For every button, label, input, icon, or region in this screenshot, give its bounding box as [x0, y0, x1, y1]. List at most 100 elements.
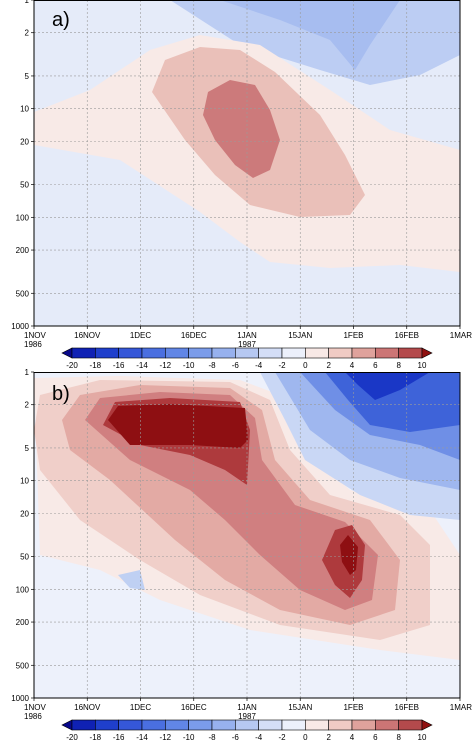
colorbar-label: 6	[373, 361, 378, 370]
colorbar-swatch	[235, 347, 259, 359]
colorbar-label: -12	[160, 733, 172, 742]
panel-b-ytick-label: 1	[25, 368, 30, 377]
panel-a-xtick-label: 16DEC	[181, 331, 207, 340]
colorbar-label: -12	[160, 361, 172, 370]
colorbar-label: 0	[303, 361, 308, 370]
colorbar-b: -20 -18 -16 -14 -12 -10 -8 -6 -4 -2 0 2 4 6 8 10	[61, 719, 433, 742]
panel-b-label: b)	[52, 383, 70, 405]
colorbar-label: -20	[66, 733, 78, 742]
colorbar-swatch	[141, 347, 166, 359]
panel-a-xtick-label: 1DEC	[130, 331, 152, 340]
panel-b-pos10-region	[108, 404, 358, 575]
panel-b-xtick-label: 1JAN	[237, 703, 257, 712]
panel-a-ytick-label: 1	[25, 0, 30, 5]
colorbar-swatch	[95, 719, 119, 731]
colorbar-swatch	[118, 719, 143, 731]
colorbar-swatch	[61, 719, 73, 731]
panel-b-year-label: 1986	[24, 712, 42, 721]
panel-b-neg16-region	[345, 372, 430, 400]
colorbar-label: -8	[208, 361, 216, 370]
panel-a-ytick-label: 10	[20, 105, 29, 114]
colorbar-label: 4	[350, 733, 355, 742]
panel-a-xtick-label: 1FEB	[343, 331, 363, 340]
colorbars-layer: -20 -18 -16 -14 -12 -10 -8 -6 -4 -2 0 2 4 6 8 10-20 -18-…	[61, 347, 433, 742]
colorbar-swatch	[305, 347, 329, 359]
panel-b-small-neg-region	[118, 570, 145, 590]
colorbar-swatch	[188, 719, 213, 731]
colorbar-swatch	[328, 719, 353, 731]
panel-b-ytick-label: 200	[16, 618, 30, 627]
colorbar-label: 10	[418, 361, 427, 370]
panel-a-ytick-label: 2	[25, 29, 30, 38]
colorbar-label: -20	[66, 361, 78, 370]
colorbar-label: -18	[90, 733, 102, 742]
colorbar-swatch	[211, 347, 236, 359]
panel-b-ytick-label: 500	[16, 661, 30, 670]
colorbar-label: -4	[255, 361, 263, 370]
panel-a-pos4-region	[203, 80, 280, 178]
panel-b-ytick-label: 2	[25, 401, 30, 410]
panel-a-xtick-label: 1JAN	[237, 331, 257, 340]
colorbar-swatch	[398, 347, 423, 359]
panel-b-xtick-label: 1MAR	[450, 703, 472, 712]
colorbar-label: -10	[183, 733, 195, 742]
colorbar-swatch	[165, 719, 189, 731]
colorbar-label: -6	[232, 733, 240, 742]
panel-b-ytick-label: 50	[20, 553, 29, 562]
panel-a-ytick-label: 50	[20, 181, 29, 190]
panel-a-ytick-label: 5	[25, 72, 30, 81]
colorbar-label: -8	[208, 733, 216, 742]
colorbar-label: 8	[396, 733, 401, 742]
colorbar-label: -4	[255, 733, 263, 742]
colorbar-label: 2	[326, 733, 331, 742]
colorbar-label: 0	[303, 733, 308, 742]
panel-a-xtick-label: 1NOV	[24, 331, 46, 340]
colorbar-label: -2	[278, 361, 286, 370]
colorbar-swatch	[351, 719, 376, 731]
panel-b-xtick-label: 1FEB	[343, 703, 363, 712]
colorbar-label: -16	[113, 733, 125, 742]
panel-a-xtick-label: 16FEB	[395, 331, 419, 340]
colorbar-swatch	[258, 719, 283, 731]
colorbar-label: -2	[278, 733, 286, 742]
colorbar-swatch	[118, 347, 143, 359]
colorbar-swatch	[421, 347, 433, 359]
panel-b-xtick-label: 1NOV	[24, 703, 46, 712]
colorbar-label: -6	[232, 361, 240, 370]
colorbar-label: 8	[396, 361, 401, 370]
colorbar-swatch	[305, 719, 329, 731]
colorbar-swatch	[188, 347, 213, 359]
panel-a-ytick-label: 100	[16, 213, 30, 222]
panel-b-ytick-label: 20	[20, 509, 29, 518]
panel-a-xtick-label: 1MAR	[450, 331, 472, 340]
panel-b-xtick-label: 16DEC	[181, 703, 207, 712]
colorbar-label: 4	[350, 361, 355, 370]
colorbar-label: 2	[326, 361, 331, 370]
colorbar-label: 6	[373, 733, 378, 742]
panel-b-frame	[33, 372, 461, 699]
colorbar-swatch	[351, 347, 376, 359]
colorbar-swatch	[165, 347, 189, 359]
colorbar-a: -20 -18 -16 -14 -12 -10 -8 -6 -4 -2 0 2 4 6 8 10	[61, 347, 433, 370]
colorbar-swatch	[211, 719, 236, 731]
colorbar-swatch	[398, 719, 423, 731]
panel-b-xtick-label: 1DEC	[130, 703, 152, 712]
panel-a-frame	[33, 0, 461, 327]
panel-b-ytick-label: 5	[25, 444, 30, 453]
panel-b-ytick-label: 1000	[11, 694, 29, 703]
panel-a-ytick-label: 1000	[11, 322, 29, 331]
panel-a-ytick-label: 500	[16, 289, 30, 298]
panel-b-xtick-label: 16FEB	[395, 703, 419, 712]
colorbar-swatch	[235, 719, 259, 731]
panel-a-label: a)	[52, 9, 70, 31]
colorbar-swatch	[375, 347, 399, 359]
panel-b-year-label: 1987	[238, 712, 256, 721]
panel-b-ytick-label: 100	[16, 585, 30, 594]
panel-a-ytick-label: 20	[20, 137, 29, 146]
colorbar-label: -16	[113, 361, 125, 370]
panel-b-ytick-label: 10	[20, 477, 29, 486]
